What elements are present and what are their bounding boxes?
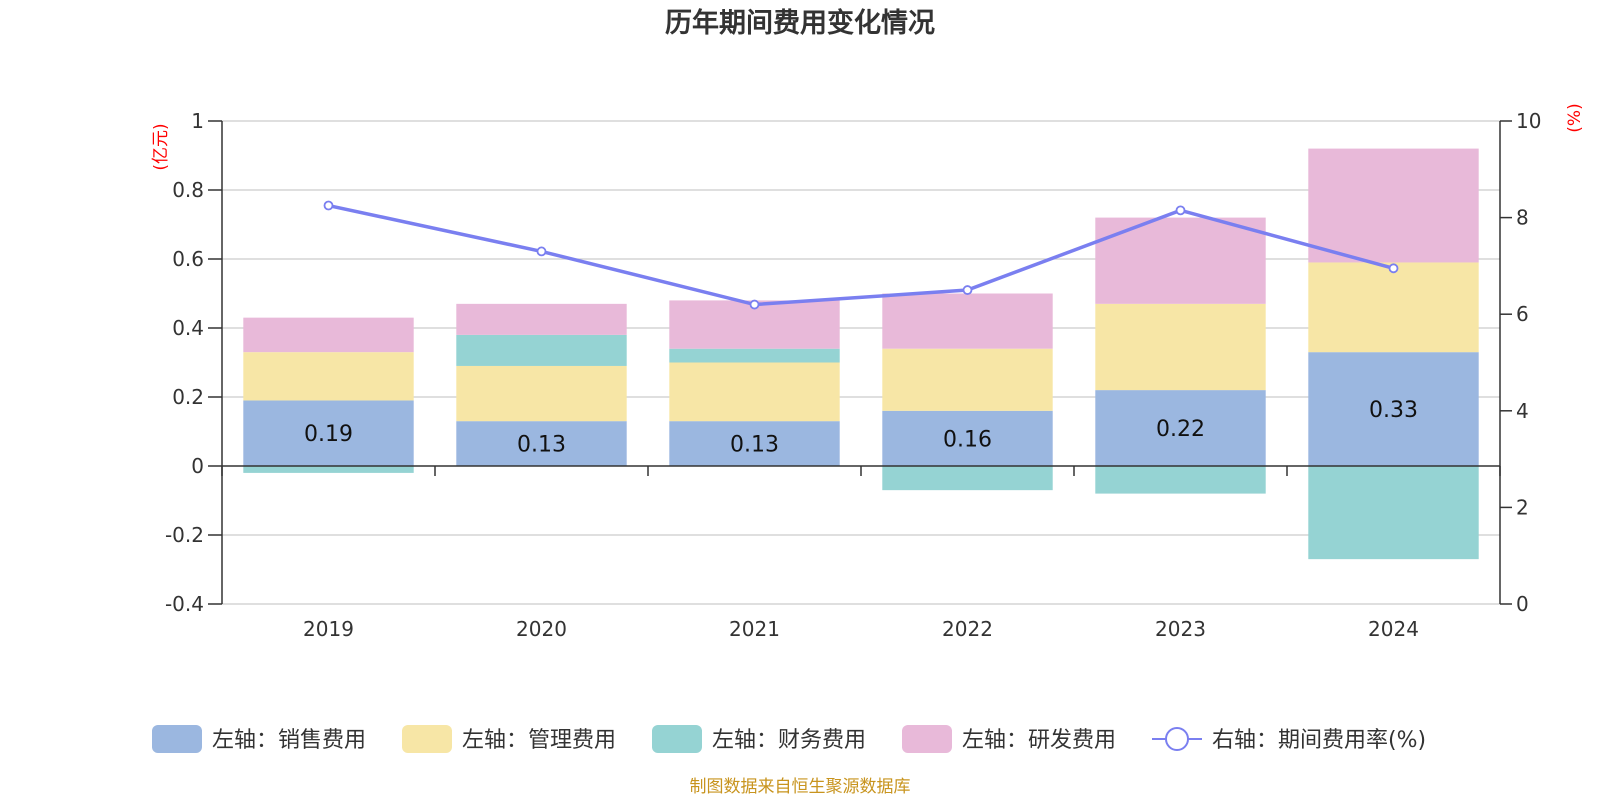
rate-line [328, 203, 1394, 307]
legend-label: 左轴：研发费用 [962, 728, 1116, 753]
rate-point [323, 200, 334, 211]
x-tick-label: 2021 [729, 617, 780, 641]
left-tick-label: 0.2 [172, 385, 204, 409]
bar-value-label: 0.22 [1156, 417, 1205, 442]
legend-swatch [152, 725, 202, 753]
gridlines [222, 120, 1500, 605]
bar-segment [669, 421, 840, 466]
left-tick-label: 0.6 [172, 247, 204, 271]
bar-segment [1095, 466, 1266, 494]
bar-segment [456, 365, 627, 422]
right-tick-label: 0 [1516, 592, 1529, 616]
bar-segment [669, 362, 840, 422]
legend-swatch [902, 725, 952, 753]
right-tick-label: 4 [1516, 399, 1529, 423]
x-tick-label: 2022 [942, 617, 993, 641]
bar-segment [669, 348, 840, 363]
x-tick-label: 2023 [1155, 617, 1206, 641]
bars [243, 148, 1479, 560]
legend-swatch [652, 725, 702, 753]
left-tick-label: -0.4 [165, 592, 204, 616]
chart-title: 历年期间费用变化情况 [665, 7, 935, 39]
right-tick-label: 8 [1516, 206, 1529, 230]
bar-segment [1095, 303, 1266, 391]
data-labels: 0.19 0.13 0.13 0.16 0.22 0.33 [304, 398, 1418, 458]
bar-segment [1095, 390, 1266, 466]
left-tick-label: 0.4 [172, 316, 204, 340]
x-tick-label: 2024 [1368, 617, 1419, 641]
legend-label: 左轴：管理费用 [462, 728, 616, 753]
right-axis-unit: (%) [1565, 103, 1585, 132]
rate-point [1388, 263, 1399, 274]
right-tick-label: 10 [1516, 109, 1541, 133]
bar-segment [243, 400, 414, 466]
left-tick-label: -0.2 [165, 523, 204, 547]
bar-value-label: 0.33 [1369, 398, 1418, 423]
bar-segment [1308, 262, 1479, 353]
legend-item: 左轴：财务费用 [652, 725, 866, 753]
legend-swatch [402, 725, 452, 753]
rate-point [749, 299, 760, 310]
bar-segment [456, 303, 627, 335]
bar-segment [456, 334, 627, 366]
bar-segment [1308, 466, 1479, 560]
bar-segment [243, 317, 414, 353]
bar-segment [1308, 148, 1479, 263]
legend-circle-icon [1165, 727, 1189, 751]
bar-value-label: 0.19 [304, 422, 353, 447]
bar-segment [882, 466, 1053, 491]
x-tick-label: 2019 [303, 617, 354, 641]
bar-segment [882, 348, 1053, 411]
rate-point [536, 246, 547, 257]
bar-segment [243, 466, 414, 473]
rate-line-layer [323, 200, 1399, 310]
bar-segment [456, 421, 627, 466]
bar-value-label: 0.13 [517, 433, 566, 458]
bar-value-label: 0.13 [730, 433, 779, 458]
source-note: 制图数据来自恒生聚源数据库 [690, 777, 911, 797]
left-tick-label: 1 [191, 109, 204, 133]
bar-segment [882, 293, 1053, 349]
legend: 左轴：销售费用 左轴：管理费用 左轴：财务费用 左轴：研发费用 右轴：期间费用率(%) [152, 725, 1426, 753]
right-tick-label: 2 [1516, 495, 1529, 519]
bar-segment [1095, 217, 1266, 304]
bar-segment [1308, 352, 1479, 466]
legend-label: 左轴：财务费用 [712, 728, 866, 753]
legend-item: 右轴：期间费用率(%) [1152, 727, 1426, 753]
legend-label: 左轴：销售费用 [212, 728, 366, 753]
left-tick-label: 0 [191, 454, 204, 478]
left-axis-unit: (亿元) [151, 123, 171, 170]
x-tick-label: 2020 [516, 617, 567, 641]
legend-item: 左轴：销售费用 [152, 725, 366, 753]
bar-value-label: 0.16 [943, 427, 992, 452]
legend-label: 右轴：期间费用率(%) [1212, 728, 1426, 753]
bar-segment [882, 410, 1053, 466]
right-tick-label: 6 [1516, 302, 1529, 326]
legend-item: 左轴：管理费用 [402, 725, 616, 753]
bar-segment [243, 352, 414, 401]
rate-point [962, 285, 973, 295]
legend-item: 左轴：研发费用 [902, 725, 1116, 753]
left-tick-label: 0.8 [172, 178, 204, 202]
rate-point [1175, 205, 1186, 216]
